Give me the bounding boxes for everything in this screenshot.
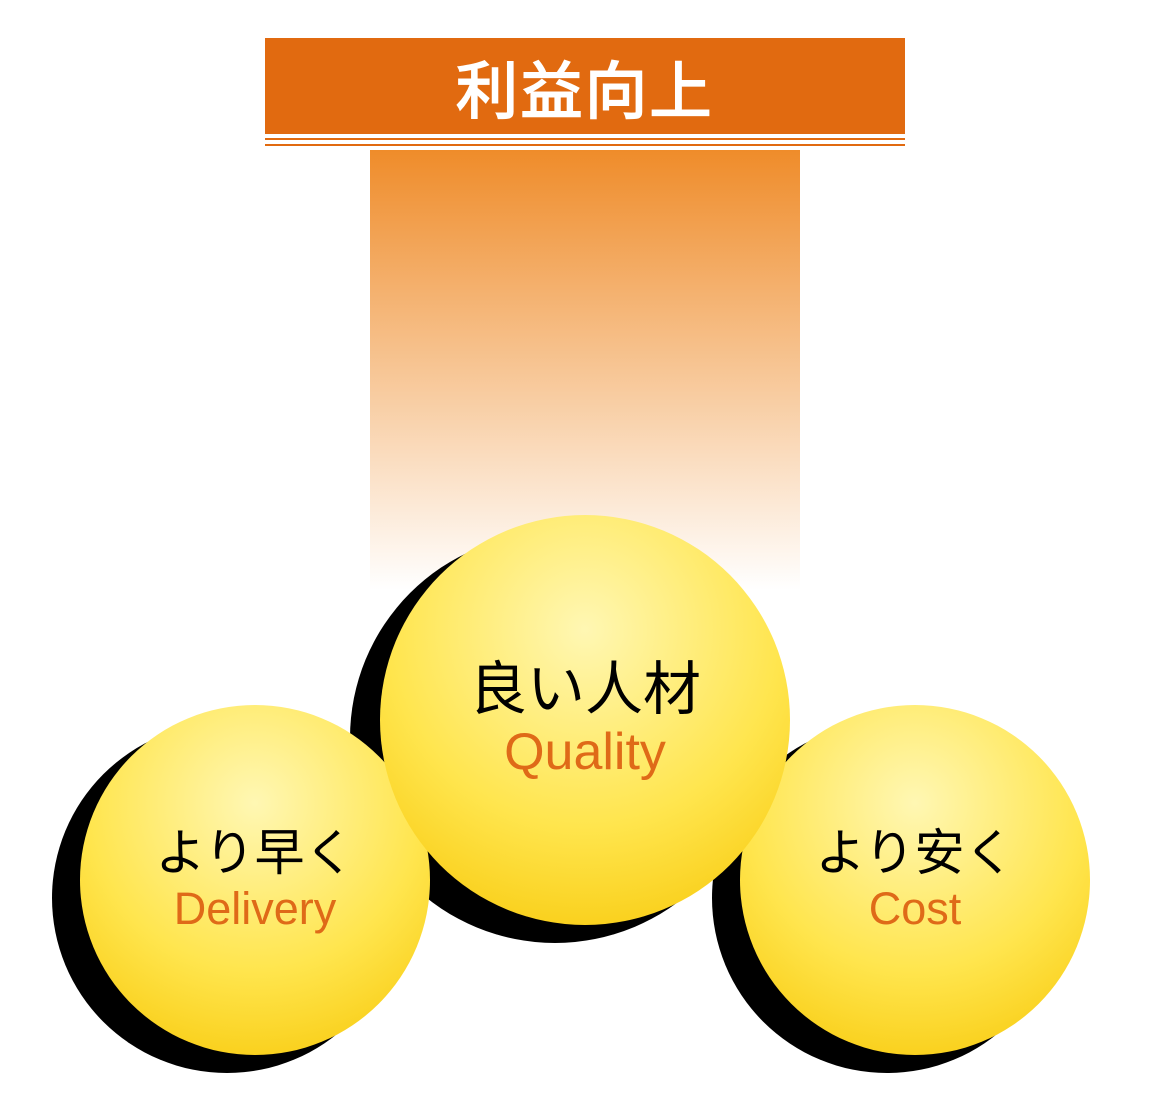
title-group: 利益向上 [265,38,905,134]
title-bar: 利益向上 [265,38,905,134]
cost-sphere: より安く Cost [740,705,1090,1055]
diagram-stage: 利益向上 より早く Delivery より安く Cost 良い人材 Qualit… [0,0,1170,1100]
delivery-label-en: Delivery [174,883,337,935]
quality-sphere: 良い人材 Quality [380,515,790,925]
cost-label-jp: より安く [816,825,1015,883]
delivery-sphere: より早く Delivery [80,705,430,1055]
title-text: 利益向上 [456,41,714,131]
delivery-label-jp: より早く [156,825,355,883]
quality-label-en: Quality [504,723,666,783]
title-underline-1 [265,138,905,140]
cost-label-en: Cost [869,883,962,935]
title-underline-2 [265,144,905,146]
quality-label-jp: 良い人材 [469,657,701,724]
